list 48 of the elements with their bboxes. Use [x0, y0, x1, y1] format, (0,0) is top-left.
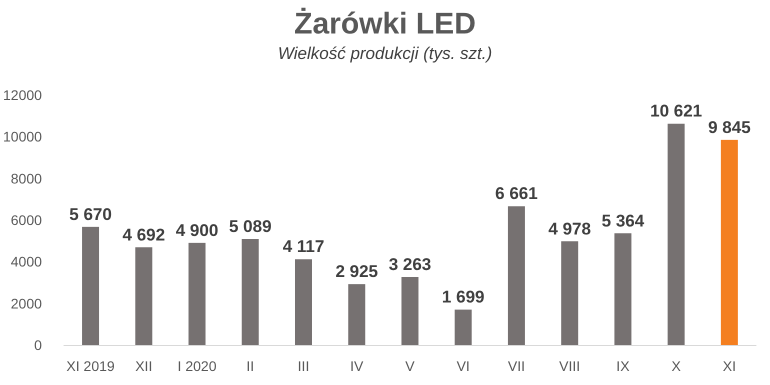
bar	[508, 206, 525, 345]
data-label: 4 900	[176, 220, 218, 240]
bar	[135, 247, 152, 345]
bar	[561, 241, 578, 345]
y-tick-label: 6000	[10, 212, 42, 228]
x-tick-label: I 2020	[178, 358, 217, 374]
bar	[401, 277, 418, 345]
data-label: 9 845	[708, 118, 751, 137]
data-label: 5 364	[602, 211, 645, 230]
x-tick-label: III	[298, 358, 310, 374]
data-label: 3 263	[388, 255, 432, 274]
x-tick-label: IV	[350, 358, 364, 374]
bar	[348, 284, 366, 345]
bar	[668, 124, 685, 345]
x-tick-label: XI 2019	[66, 358, 115, 374]
bar	[82, 226, 100, 345]
data-label: 5 089	[228, 216, 272, 236]
bar	[614, 233, 632, 345]
y-tick-label: 2000	[10, 295, 42, 312]
x-tick-label: VII	[508, 358, 525, 374]
x-tick-label: X	[671, 358, 682, 374]
data-label: 2 925	[335, 262, 378, 282]
y-tick-label: 4000	[10, 254, 42, 270]
y-tick-label: 12000	[2, 87, 42, 103]
chart-title: Żarówki LED	[294, 8, 476, 40]
data-label: 10 621	[650, 102, 702, 121]
y-tick-label: 10000	[2, 128, 42, 145]
x-tick-label: IX	[616, 358, 630, 374]
bar	[454, 310, 472, 345]
x-tick-label: XI	[722, 358, 736, 374]
x-tick-label: II	[246, 358, 254, 374]
x-tick-label: VIII	[559, 358, 580, 374]
bar	[242, 238, 259, 345]
bar	[294, 259, 312, 345]
data-label: 5 670	[69, 204, 112, 224]
y-tick-label: 0	[34, 337, 42, 353]
x-tick-label: XII	[135, 358, 152, 374]
bar	[188, 242, 206, 345]
data-label: 4 692	[122, 225, 166, 244]
data-label: 4 978	[548, 219, 591, 238]
data-label: 1 699	[442, 288, 484, 307]
chart-subtitle: Wielkość produkcji (tys. szt.)	[278, 44, 492, 63]
y-tick-label: 8000	[10, 170, 42, 186]
x-tick-label: V	[405, 358, 416, 374]
data-label: 6 661	[495, 184, 538, 204]
x-tick-label: VI	[456, 358, 470, 374]
data-label: 4 117	[282, 237, 324, 256]
bar	[720, 140, 738, 345]
